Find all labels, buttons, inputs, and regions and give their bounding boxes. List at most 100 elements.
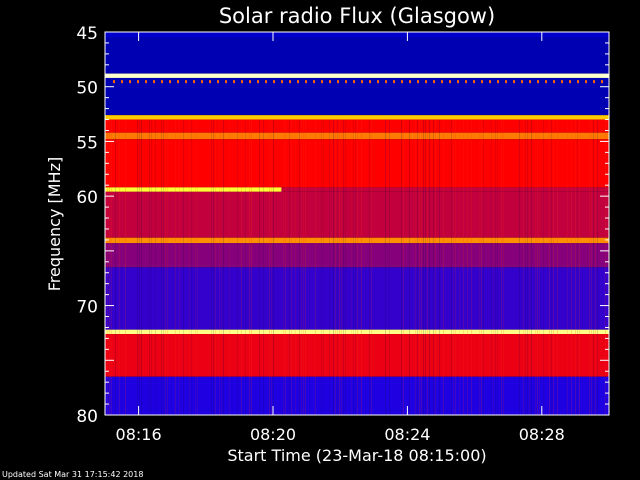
texture-streak [137, 120, 138, 415]
texture-streak [273, 120, 274, 415]
texture-streak [531, 120, 532, 415]
texture-streak [263, 120, 264, 415]
texture-streak [409, 120, 410, 415]
texture-streak [337, 120, 338, 415]
interference-dot [305, 80, 307, 83]
interference-dot [593, 80, 595, 83]
texture-streak [315, 120, 316, 415]
texture-streak [537, 120, 538, 415]
texture-streak [271, 120, 272, 415]
interference-dot [265, 80, 267, 83]
interference-dot [137, 80, 139, 83]
interference-dot [553, 80, 555, 83]
texture-streak [443, 120, 444, 415]
spectrogram-band-8 [105, 187, 281, 191]
x-tick-label: 08:16 [116, 425, 162, 444]
texture-streak [111, 120, 112, 415]
texture-streak [165, 120, 166, 415]
interference-dot [113, 80, 115, 83]
texture-streak [557, 120, 558, 415]
texture-streak [291, 120, 292, 415]
x-tick-label: 08:28 [519, 425, 565, 444]
texture-streak [439, 120, 440, 415]
texture-streak [369, 120, 370, 415]
texture-streak [163, 120, 164, 415]
texture-streak [155, 120, 156, 415]
spectrogram-band-0 [105, 32, 609, 37]
interference-dot [289, 80, 291, 83]
texture-streak [471, 120, 472, 415]
interference-dot [457, 80, 459, 83]
interference-dot [465, 80, 467, 83]
y-tick-label: 80 [76, 407, 98, 427]
texture-streak [303, 120, 304, 415]
texture-streak [579, 120, 580, 415]
interference-dot [449, 80, 451, 83]
texture-streak [321, 120, 322, 415]
texture-streak [191, 120, 192, 415]
texture-streak [179, 120, 180, 415]
interference-dot [145, 80, 147, 83]
texture-streak [401, 120, 402, 415]
interference-dot [233, 80, 235, 83]
texture-streak [481, 120, 482, 415]
texture-streak [435, 120, 436, 415]
texture-streak [459, 120, 460, 415]
interference-dot [481, 80, 483, 83]
texture-streak [483, 120, 484, 415]
interference-dot [169, 80, 171, 83]
spectrogram-band-3 [105, 78, 609, 115]
texture-streak [269, 120, 270, 415]
texture-streak [345, 120, 346, 415]
interference-dot [441, 80, 443, 83]
texture-streak [333, 120, 334, 415]
y-tick-label: 60 [76, 188, 98, 208]
texture-streak [549, 120, 550, 415]
interference-dot [361, 80, 363, 83]
interference-dot [241, 80, 243, 83]
texture-streak [503, 120, 504, 415]
texture-streak [539, 120, 540, 415]
interference-dot [217, 80, 219, 83]
texture-streak [577, 120, 578, 415]
texture-streak [497, 120, 498, 415]
interference-dot [177, 80, 179, 83]
texture-streak [175, 120, 176, 415]
texture-streak [229, 120, 230, 415]
texture-streak [285, 120, 286, 415]
interference-dot [401, 80, 403, 83]
interference-dot [225, 80, 227, 83]
texture-streak [149, 120, 150, 415]
texture-streak [289, 120, 290, 415]
texture-streak [237, 120, 238, 415]
texture-streak [567, 120, 568, 415]
texture-streak [109, 120, 110, 415]
texture-streak [329, 120, 330, 415]
texture-streak [425, 120, 426, 415]
texture-streak [213, 120, 214, 415]
texture-streak [245, 120, 246, 415]
interference-dot [577, 80, 579, 83]
y-tick-label: 45 [76, 24, 98, 44]
texture-streak [339, 120, 340, 415]
y-tick-label: 50 [76, 79, 98, 99]
texture-streak [197, 120, 198, 415]
texture-streak [299, 120, 300, 415]
interference-dot [489, 80, 491, 83]
interference-dot [433, 80, 435, 83]
texture-streak [525, 120, 526, 415]
texture-streak [355, 120, 356, 415]
texture-streak [223, 120, 224, 415]
x-tick-label: 08:24 [384, 425, 430, 444]
interference-dot [417, 80, 419, 83]
texture-streak [523, 120, 524, 415]
interference-dot [561, 80, 563, 83]
texture-streak [323, 120, 324, 415]
x-tick-label: 08:20 [250, 425, 296, 444]
texture-streak [455, 120, 456, 415]
interference-dot [129, 80, 131, 83]
texture-streak [119, 120, 120, 415]
texture-streak [593, 120, 594, 415]
texture-streak [107, 120, 108, 415]
